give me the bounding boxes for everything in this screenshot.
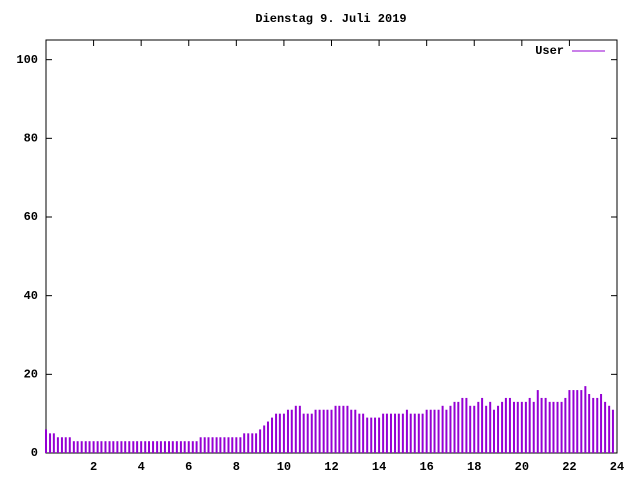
x-tick-label: 24 [610, 460, 624, 474]
x-tick-label: 6 [185, 460, 192, 474]
x-tick-label: 16 [419, 460, 433, 474]
y-tick-label: 100 [16, 53, 38, 67]
plot-frame [45, 39, 618, 454]
x-tick-label: 10 [277, 460, 291, 474]
chart-title: Dienstag 9. Juli 2019 [255, 12, 406, 26]
x-tick-label: 18 [467, 460, 481, 474]
x-tick-label: 2 [90, 460, 97, 474]
x-tick-label: 12 [324, 460, 338, 474]
x-tick-label: 20 [515, 460, 529, 474]
y-tick-label: 20 [24, 368, 38, 382]
legend-label: User [535, 44, 564, 58]
x-tick-label: 14 [372, 460, 386, 474]
x-tick-label: 4 [138, 460, 145, 474]
x-tick-label: 8 [233, 460, 240, 474]
x-tick-label: 22 [562, 460, 576, 474]
y-tick-label: 60 [24, 210, 38, 224]
y-tick-label: 0 [31, 446, 38, 460]
y-tick-label: 40 [24, 289, 38, 303]
y-tick-label: 80 [24, 132, 38, 146]
